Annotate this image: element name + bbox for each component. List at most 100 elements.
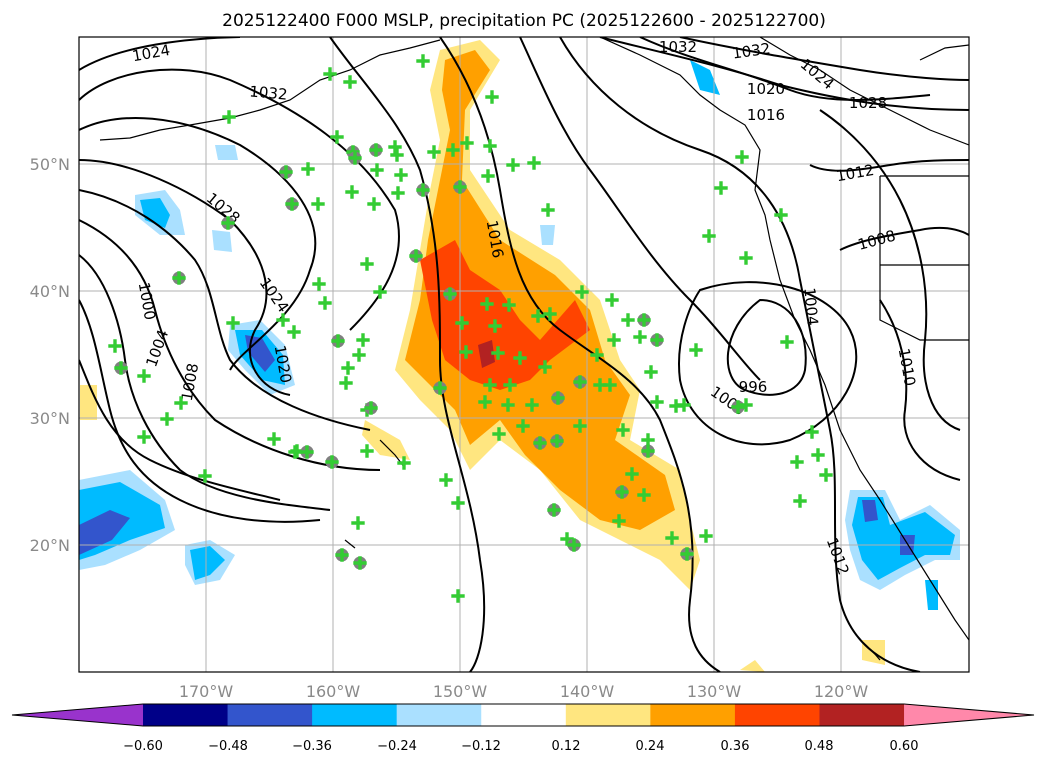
station-plus-marker [311,197,325,211]
station-plus-marker [369,143,383,157]
isobar-label: 996 [739,378,768,396]
station-plus-marker [288,445,302,459]
isobars [79,37,969,672]
station-plus-marker [483,378,497,392]
station-plus-marker [819,468,833,482]
station-plus-marker [615,485,629,499]
station-plus-marker [513,351,527,365]
station-plus-marker [397,456,411,470]
station-plus-marker [409,249,423,263]
station-plus-marker [198,469,212,483]
colorbar-extend-high [904,704,1034,726]
station-plus-marker [680,547,694,561]
station-plus-marker [637,488,651,502]
colorbar-tick-label: 0.48 [805,739,834,754]
station-plus-marker [575,285,589,299]
colorbar-segment [312,704,398,726]
station-plus-marker [221,216,235,230]
station-plus-marker [488,319,502,333]
station-plus-marker [451,496,465,510]
isobar-label: 1004 [800,287,821,327]
station-plus-marker [527,156,541,170]
station-plus-marker [603,378,617,392]
station-plus-marker [739,251,753,265]
colorbar-tick-label: 0.24 [636,739,665,754]
station-plus-marker [478,395,492,409]
station-plus-marker [455,316,469,330]
station-plus-marker [501,398,515,412]
colorbar-tick-label: −0.24 [377,739,417,754]
colorbar-tick-label: −0.36 [292,739,332,754]
colorbar-segment [565,704,651,726]
station-plus-marker [394,168,408,182]
station-plus-marker [714,181,728,195]
station-plus-marker [699,529,713,543]
station-plus-marker [625,467,639,481]
station-plus-marker [114,361,128,375]
station-plus-marker [301,162,315,176]
station-plus-marker [459,345,473,359]
colorbar-tick-label: −0.12 [461,739,501,754]
station-plus-marker [390,148,404,162]
station-plus-marker [702,229,716,243]
station-plus-marker [689,343,703,357]
station-plus-marker [731,400,745,414]
latitude-labels: 50°N 40°N 30°N 20°N [30,155,70,555]
station-plus-marker [364,401,378,415]
station-plus-marker [573,375,587,389]
colorbar-extend-low [12,704,143,726]
station-plus-marker [590,348,604,362]
station-plus-marker [108,339,122,353]
colorbar-outline [11,703,1035,727]
station-plus-marker [637,313,651,327]
colorbar-tick-label: 0.12 [552,739,581,754]
station-plus-marker [341,361,355,375]
lon-tick-label: 120°W [814,682,869,701]
colorbar-segment [650,704,736,726]
station-markers [108,54,833,603]
station-plus-marker [525,398,539,412]
station-plus-marker [443,287,457,301]
isobar-label: 1020 [747,80,785,98]
station-plus-marker [805,425,819,439]
station-plus-marker [641,444,655,458]
station-plus-marker [607,333,621,347]
station-plus-marker [451,589,465,603]
station-plus-marker [774,208,788,222]
station-plus-marker [677,398,691,412]
station-plus-marker [276,313,290,327]
station-plus-marker [226,316,240,330]
isobar-label: 1032 [249,82,289,103]
lon-tick-label: 160°W [306,682,361,701]
colorbar-tick-label: −0.48 [208,739,248,754]
station-plus-marker [312,277,326,291]
colorbar-tick-label: 0.60 [890,739,919,754]
station-plus-marker [573,419,587,433]
station-plus-marker [780,335,794,349]
lat-tick-label: 20°N [30,536,70,555]
lon-tick-label: 150°W [433,682,488,701]
station-plus-marker [433,381,447,395]
station-plus-marker [811,448,825,462]
station-plus-marker [373,285,387,299]
coastlines [99,37,969,661]
station-plus-marker [360,444,374,458]
station-plus-marker [605,293,619,307]
station-plus-marker [370,163,384,177]
station-plus-marker [339,376,353,390]
station-plus-marker [492,427,506,441]
station-plus-marker [137,430,151,444]
lon-tick-label: 140°W [560,682,615,701]
station-plus-marker [160,412,174,426]
colorbar-segment [734,704,820,726]
station-plus-marker [491,346,505,360]
map-gridlines [79,37,969,672]
station-plus-marker [547,503,561,517]
station-plus-marker [325,455,339,469]
station-plus-marker [427,145,441,159]
station-plus-marker [388,140,402,154]
station-plus-marker [790,455,804,469]
station-plus-marker [541,203,555,217]
lon-tick-label: 170°W [179,682,234,701]
station-plus-marker [137,369,151,383]
